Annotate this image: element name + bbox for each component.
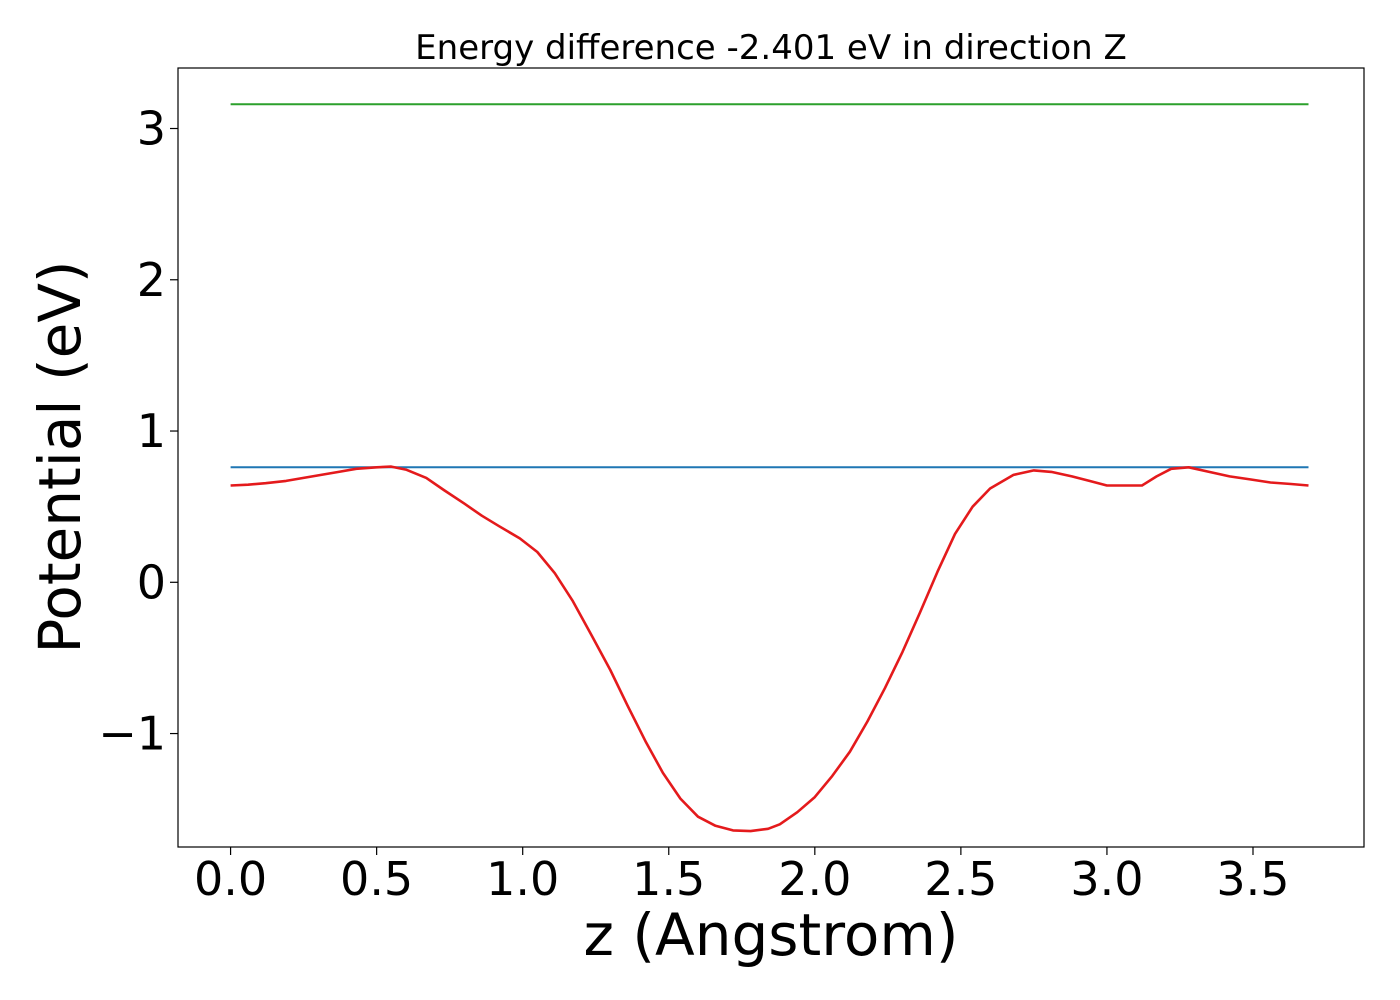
y-tick-label: 2 (137, 253, 166, 307)
x-tick-label: 2.5 (924, 852, 997, 906)
x-axis: 0.0 0.5 1.0 1.5 2.0 2.5 3.0 3.5 (194, 847, 1290, 906)
x-tick-label: 1.0 (486, 852, 559, 906)
y-axis-label: Potential (eV) (26, 260, 94, 653)
plot-area (230, 103, 1309, 833)
y-axis: −1 0 1 2 3 (98, 102, 178, 761)
x-tick-label: 2.0 (778, 852, 851, 906)
x-tick-label: 0.5 (340, 852, 413, 906)
x-axis-label: z (Angstrom) (584, 901, 959, 969)
y-tick-label: −1 (98, 707, 166, 761)
x-tick-label: 3.5 (1216, 852, 1289, 906)
plot-frame (177, 67, 1365, 848)
x-tick-label: 1.5 (632, 852, 705, 906)
chart-title: Energy difference -2.401 eV in direction… (415, 28, 1127, 68)
x-tick-label: 3.0 (1070, 852, 1143, 906)
series-2 (230, 465, 1309, 833)
y-tick-label: 0 (137, 555, 166, 609)
x-tick-label: 0.0 (194, 852, 267, 906)
y-tick-label: 3 (137, 102, 166, 156)
series-line-2 (230, 465, 1309, 833)
y-tick-label: 1 (137, 404, 166, 458)
